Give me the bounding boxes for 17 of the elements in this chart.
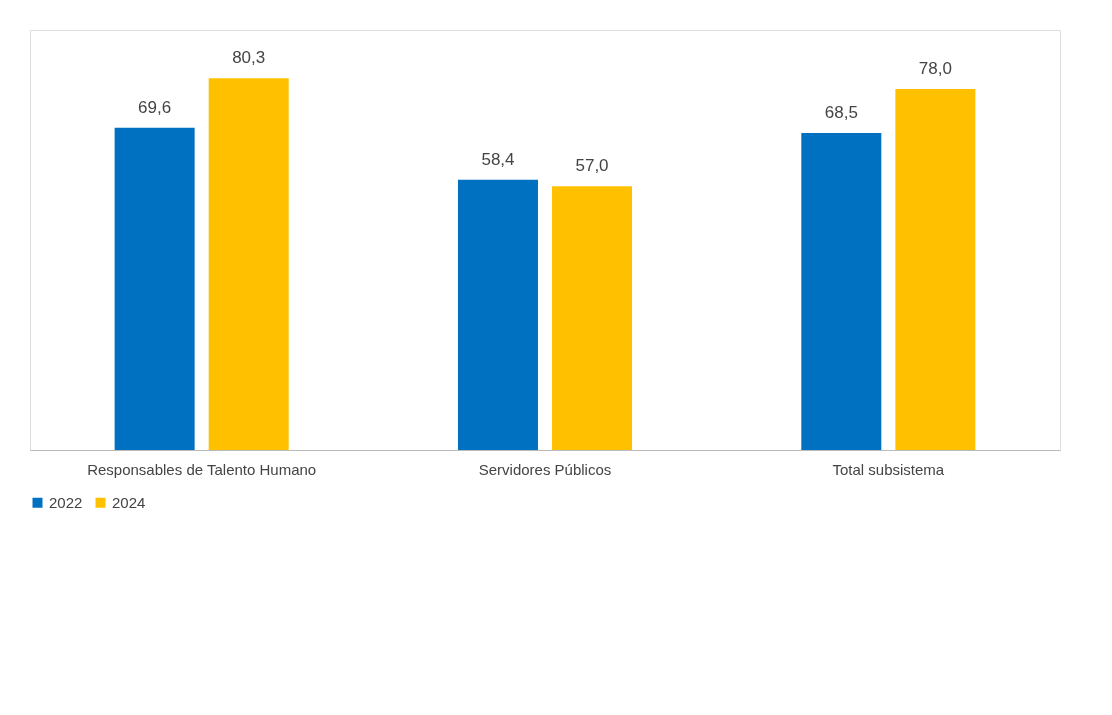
bar	[801, 132, 882, 450]
bar	[552, 186, 633, 450]
data-label: 58,4	[481, 149, 515, 169]
bar	[208, 78, 289, 450]
x-tick-label: Responsables de Talento Humano	[87, 460, 317, 478]
x-tick-label: Total subsistema	[832, 460, 945, 478]
data-label: 57,0	[575, 156, 609, 176]
data-label: 69,6	[138, 97, 172, 117]
legend-label: 2024	[112, 493, 146, 511]
legend-label: 2022	[49, 493, 83, 511]
data-label: 78,0	[918, 58, 952, 78]
bar	[114, 127, 195, 450]
bar	[457, 179, 538, 450]
data-label: 80,3	[232, 48, 266, 68]
data-label: 68,5	[824, 102, 858, 122]
bar	[895, 88, 976, 450]
x-tick-label: Servidores Públicos	[478, 460, 612, 478]
